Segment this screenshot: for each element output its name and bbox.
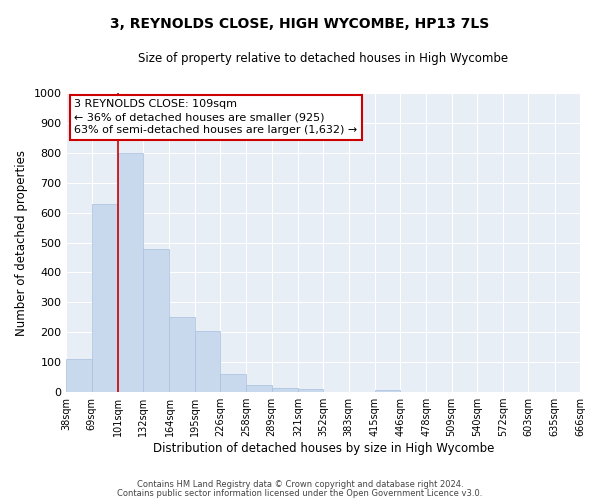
Title: Size of property relative to detached houses in High Wycombe: Size of property relative to detached ho…	[138, 52, 508, 66]
Bar	[375, 390, 400, 392]
Bar	[272, 388, 298, 392]
Bar	[195, 331, 220, 392]
Y-axis label: Number of detached properties: Number of detached properties	[15, 150, 28, 336]
Text: 3, REYNOLDS CLOSE, HIGH WYCOMBE, HP13 7LS: 3, REYNOLDS CLOSE, HIGH WYCOMBE, HP13 7L…	[110, 18, 490, 32]
Bar	[169, 318, 195, 392]
Bar	[92, 204, 118, 392]
Text: Contains HM Land Registry data © Crown copyright and database right 2024.: Contains HM Land Registry data © Crown c…	[137, 480, 463, 489]
Text: 3 REYNOLDS CLOSE: 109sqm
← 36% of detached houses are smaller (925)
63% of semi-: 3 REYNOLDS CLOSE: 109sqm ← 36% of detach…	[74, 99, 358, 136]
Bar	[118, 153, 143, 392]
Bar	[220, 374, 247, 392]
Text: Contains public sector information licensed under the Open Government Licence v3: Contains public sector information licen…	[118, 488, 482, 498]
Bar	[67, 359, 92, 392]
X-axis label: Distribution of detached houses by size in High Wycombe: Distribution of detached houses by size …	[152, 442, 494, 455]
Bar	[247, 384, 272, 392]
Bar	[143, 248, 169, 392]
Bar	[298, 389, 323, 392]
